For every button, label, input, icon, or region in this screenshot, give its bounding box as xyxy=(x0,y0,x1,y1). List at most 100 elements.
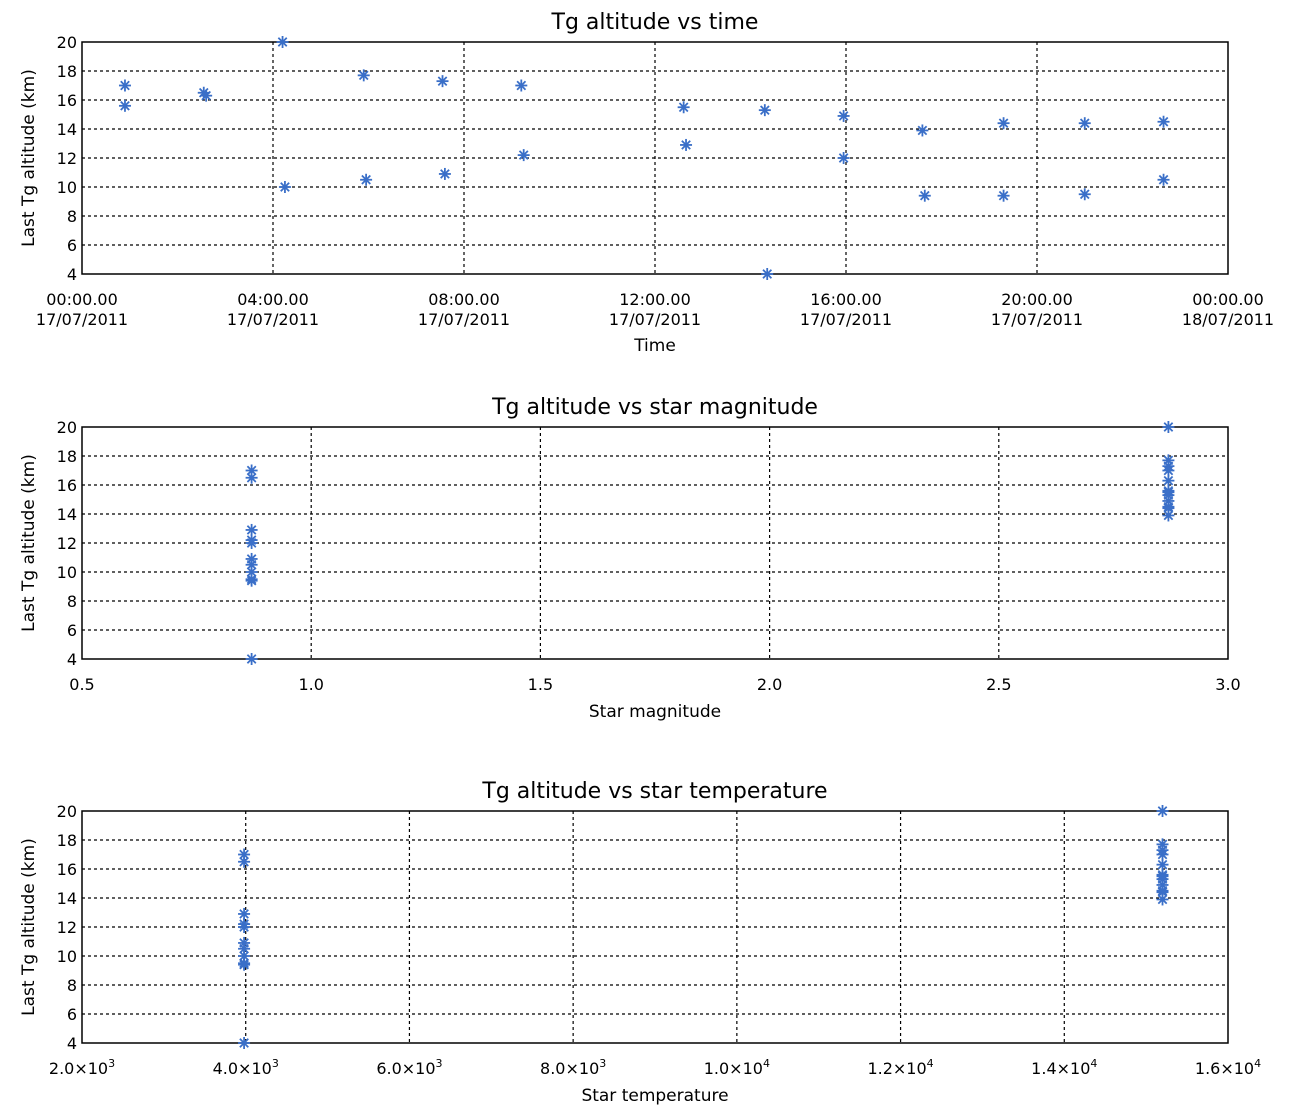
data-point xyxy=(680,138,693,151)
data-point xyxy=(1162,474,1175,487)
x-tick-label: 0.5 xyxy=(69,675,94,694)
data-point xyxy=(916,124,929,137)
data-point xyxy=(1156,805,1169,817)
y-axis-label: Last Tg altitude (km) xyxy=(19,69,39,247)
data-point xyxy=(200,89,213,102)
chart-title: Tg altitude vs time xyxy=(551,10,759,35)
x-tick-label: 1.2×104 xyxy=(867,1057,933,1078)
x-tick-label: 1.6×104 xyxy=(1195,1057,1261,1078)
y-axis-label: Last Tg altitude (km) xyxy=(19,838,39,1016)
chart-altitude-vs-time: Tg altitude vs time Last Tg altitude (km)… xyxy=(19,10,1274,356)
data-point xyxy=(1162,464,1175,477)
x-tick-label: 2.0 xyxy=(757,675,782,694)
y-tick-label: 16 xyxy=(57,476,77,495)
x-tick-label: 1.5 xyxy=(528,675,553,694)
data-point xyxy=(1157,115,1170,128)
y-tick-label: 8 xyxy=(67,207,77,226)
plot-frame xyxy=(81,426,1229,660)
y-tick-label: 14 xyxy=(57,889,77,908)
data-point xyxy=(761,268,774,280)
data-point xyxy=(245,653,258,665)
x-tick-label: 17/07/2011 xyxy=(991,310,1083,329)
data-point xyxy=(276,36,289,48)
plot-frame xyxy=(81,41,1229,275)
y-tick-label: 18 xyxy=(57,831,77,850)
data-point xyxy=(245,566,258,578)
data-point xyxy=(837,109,850,122)
y-tick-label: 6 xyxy=(67,621,77,640)
chart-title: Tg altitude vs star temperature xyxy=(481,779,827,804)
y-tick-label: 18 xyxy=(57,62,77,81)
y-tick-label: 6 xyxy=(67,1005,77,1024)
data-point xyxy=(238,958,251,971)
data-point xyxy=(1078,188,1091,201)
data-point xyxy=(997,189,1010,202)
x-tick-label: 1.0 xyxy=(298,675,323,694)
x-tick-label: 18/07/2011 xyxy=(1182,310,1274,329)
chart-altitude-vs-temperature: Tg altitude vs star temperature Last Tg a… xyxy=(19,779,1261,1106)
data-point xyxy=(245,537,258,549)
data-point xyxy=(517,149,530,162)
plot-frame xyxy=(81,810,1229,1044)
data-point xyxy=(1156,848,1169,861)
chart-altitude-vs-magnitude: Tg altitude vs star magnitude Last Tg alt… xyxy=(19,395,1241,722)
y-axis-label: Last Tg altitude (km) xyxy=(19,454,39,632)
data-point xyxy=(245,471,258,484)
data-point xyxy=(357,69,370,82)
data-point xyxy=(515,79,528,92)
data-point xyxy=(278,181,291,193)
x-tick-label: 00:00.00 xyxy=(1192,290,1264,309)
y-tick-label: 14 xyxy=(57,120,77,139)
data-point xyxy=(118,99,131,112)
data-point xyxy=(758,104,771,117)
data-point xyxy=(238,907,251,920)
data-point xyxy=(1078,117,1091,130)
x-tick-label: 4.0×103 xyxy=(213,1057,279,1078)
x-tick-label: 17/07/2011 xyxy=(800,310,892,329)
data-point xyxy=(360,173,373,186)
data-point xyxy=(837,152,850,164)
x-tick-label: 04:00.00 xyxy=(237,290,309,309)
data-point xyxy=(997,117,1010,130)
y-tick-label: 12 xyxy=(57,149,77,168)
x-axis-label: Star temperature xyxy=(581,1086,728,1106)
x-tick-label: 1.4×104 xyxy=(1031,1057,1097,1078)
x-tick-label: 2.0×103 xyxy=(49,1057,115,1078)
x-tick-label: 1.0×104 xyxy=(704,1057,770,1078)
x-axis-label: Star magnitude xyxy=(589,702,721,722)
data-point xyxy=(238,942,251,955)
y-tick-label: 14 xyxy=(57,505,77,524)
data-point xyxy=(238,855,251,868)
y-tick-label: 18 xyxy=(57,447,77,466)
data-point xyxy=(238,921,251,933)
y-tick-label: 12 xyxy=(57,918,77,937)
y-tick-label: 20 xyxy=(57,33,77,52)
y-tick-label: 4 xyxy=(67,1034,77,1053)
data-point xyxy=(1162,421,1175,433)
y-tick-label: 8 xyxy=(67,976,77,995)
y-tick-label: 6 xyxy=(67,236,77,255)
y-tick-label: 10 xyxy=(57,563,77,582)
y-tick-label: 8 xyxy=(67,592,77,611)
y-tick-label: 20 xyxy=(57,802,77,821)
y-tick-label: 4 xyxy=(67,650,77,669)
data-point xyxy=(436,75,449,88)
x-tick-label: 00:00.00 xyxy=(46,290,118,309)
data-point xyxy=(118,79,131,92)
x-tick-label: 20:00.00 xyxy=(1001,290,1073,309)
data-point xyxy=(1156,858,1169,871)
data-point xyxy=(245,574,258,587)
data-point xyxy=(238,848,251,861)
data-point xyxy=(677,101,690,114)
x-tick-label: 2.5 xyxy=(986,675,1011,694)
data-point xyxy=(238,1037,251,1049)
data-point xyxy=(1156,893,1169,906)
x-tick-label: 8.0×103 xyxy=(540,1057,606,1078)
y-tick-label: 12 xyxy=(57,534,77,553)
x-tick-label: 17/07/2011 xyxy=(609,310,701,329)
y-tick-label: 20 xyxy=(57,418,77,437)
data-point xyxy=(1162,509,1175,522)
x-tick-label: 6.0×103 xyxy=(376,1057,442,1078)
y-tick-label: 10 xyxy=(57,178,77,197)
